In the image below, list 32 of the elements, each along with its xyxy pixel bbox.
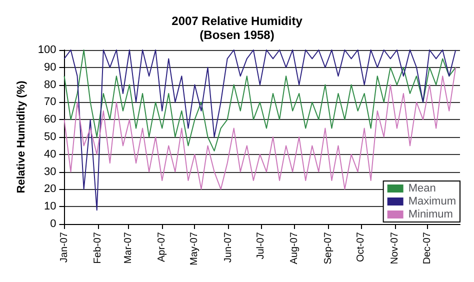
y-tick-label: 100: [38, 44, 56, 56]
y-tick-label: 70: [44, 96, 56, 108]
line-series: [64, 66, 456, 190]
line-series: [64, 50, 456, 211]
x-tick-label: Nov-07: [389, 232, 400, 264]
y-tick-label: 10: [44, 200, 56, 213]
chart-subtitle: (Bosen 1958): [200, 28, 274, 42]
x-tick-label: Feb-07: [92, 232, 104, 264]
y-axis-title: Relative Humidity (%): [16, 80, 28, 194]
y-tick-label: 40: [44, 148, 56, 160]
chart-title: 2007 Relative Humidity: [172, 14, 303, 28]
x-tick-label: Dec-07: [422, 232, 433, 264]
x-tick-label: Jan-07: [58, 232, 70, 263]
y-tick-label: 50: [44, 131, 56, 143]
y-tick-label: 90: [44, 61, 56, 74]
x-tick-label: Mar-07: [122, 232, 134, 264]
x-tick-label: Sep-07: [322, 232, 334, 264]
x-tick-label: Apr-07: [156, 232, 168, 262]
legend-label: Maximum: [408, 196, 456, 208]
x-tick-label: Jul-07: [256, 232, 267, 260]
y-tick-label: 20: [44, 183, 56, 196]
x-tick-label: Jun-07: [222, 232, 234, 263]
y-tick-label: 60: [44, 114, 56, 126]
y-tick-label: 30: [44, 166, 56, 178]
x-tick-label: Oct-07: [356, 232, 367, 262]
line-series: [64, 50, 456, 152]
legend-label: Mean: [408, 182, 436, 194]
y-tick-label: 80: [44, 78, 56, 91]
legend-label: Minimum: [408, 208, 453, 220]
x-tick-label: May-07: [189, 232, 200, 266]
x-tick-label: Aug-07: [289, 232, 300, 264]
y-tick-label: 0: [50, 218, 56, 230]
